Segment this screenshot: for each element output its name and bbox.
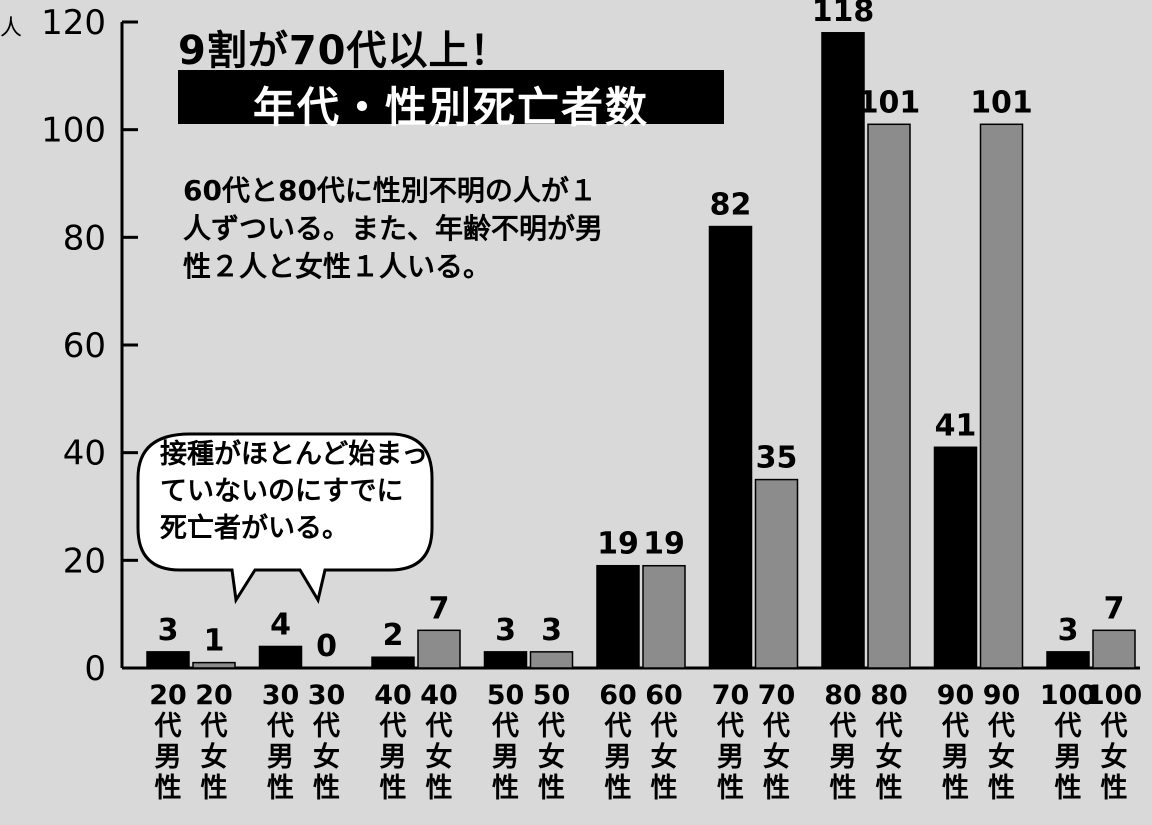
value-label: 7 <box>429 591 450 626</box>
bar-20代女性 <box>192 661 236 669</box>
value-label: 101 <box>858 85 921 120</box>
bar-30代男性 <box>258 645 303 669</box>
y-tick-label: 80 <box>63 218 106 258</box>
x-tick-label: 30 代男性 <box>262 680 300 804</box>
x-tick-label: 80 代男性 <box>824 680 862 804</box>
value-label: 1 <box>204 624 225 659</box>
x-tick-label: 20 代男性 <box>149 680 187 804</box>
bar-100代女性 <box>1092 629 1136 669</box>
x-tick-label: 70 代女性 <box>758 680 796 804</box>
value-label: 0 <box>316 629 337 664</box>
value-label: 101 <box>970 85 1033 120</box>
value-label: 118 <box>812 0 875 29</box>
value-label: 35 <box>756 441 798 476</box>
x-tick-label: 60 代男性 <box>599 680 637 804</box>
x-tick-label: 60 代女性 <box>645 680 683 804</box>
bar-50代男性 <box>483 651 528 669</box>
y-tick-label: 100 <box>41 111 106 151</box>
x-tick-label: 20 代女性 <box>195 680 233 804</box>
x-tick-label: 90 代女性 <box>983 680 1021 804</box>
bar-70代女性 <box>754 478 799 669</box>
x-tick-label: 50 代女性 <box>533 680 571 804</box>
value-label: 19 <box>643 527 685 562</box>
x-tick-label: 100 代女性 <box>1086 680 1142 804</box>
subtitle-background <box>178 70 724 124</box>
value-label: 3 <box>541 613 562 648</box>
bar-50代女性 <box>529 651 574 669</box>
y-axis-unit: 人 <box>0 16 23 41</box>
x-tick-label: 40 代男性 <box>374 680 412 804</box>
value-label: 3 <box>1058 613 1079 648</box>
value-label: 3 <box>495 613 516 648</box>
value-label: 19 <box>597 527 639 562</box>
speech-bubble <box>136 432 434 605</box>
y-tick-label: 20 <box>63 541 106 581</box>
chart-note: 60代と80代に性別不明の人が１人ずついる。また、年齢不明が男性２人と女性１人い… <box>183 174 604 283</box>
bar-60代女性 <box>642 564 686 669</box>
chart-title: 9割が70代以上！ <box>178 28 511 74</box>
x-tick-label: 80 代女性 <box>870 680 908 804</box>
x-tick-label: 100 代男性 <box>1040 680 1096 804</box>
x-tick-label: 30 代女性 <box>308 680 346 804</box>
value-label: 2 <box>383 618 404 653</box>
x-tick-label: 50 代男性 <box>487 680 525 804</box>
y-tick-label: 60 <box>63 326 106 366</box>
y-tick-label: 120 <box>41 3 106 43</box>
bar-60代男性 <box>596 564 640 669</box>
y-tick-label: 40 <box>63 434 106 474</box>
x-tick-label: 90 代男性 <box>937 680 975 804</box>
bar-40代男性 <box>371 656 415 669</box>
value-label: 3 <box>158 613 179 648</box>
value-label: 41 <box>935 408 977 443</box>
x-tick-label: 70 代男性 <box>712 680 750 804</box>
value-label: 82 <box>710 188 752 223</box>
bar-40代女性 <box>417 629 461 669</box>
x-tick-label: 40 代女性 <box>420 680 458 804</box>
bar-100代男性 <box>1046 651 1090 669</box>
bar-80代女性 <box>867 123 911 669</box>
chart-subtitle: 年代・性別死亡者数 <box>252 83 649 132</box>
value-label: 4 <box>270 607 291 642</box>
bar-70代男性 <box>708 225 753 669</box>
value-label: 7 <box>1104 591 1125 626</box>
bars <box>146 32 1136 669</box>
bar-90代男性 <box>933 446 978 669</box>
speech-bubble-text: 接種がほとんど始まっていないのにすでに死亡者がいる。 <box>160 439 429 544</box>
bar-80代男性 <box>821 32 865 669</box>
bar-20代男性 <box>146 651 190 669</box>
y-tick-label: 0 <box>84 649 106 689</box>
bar-90代女性 <box>979 123 1024 669</box>
